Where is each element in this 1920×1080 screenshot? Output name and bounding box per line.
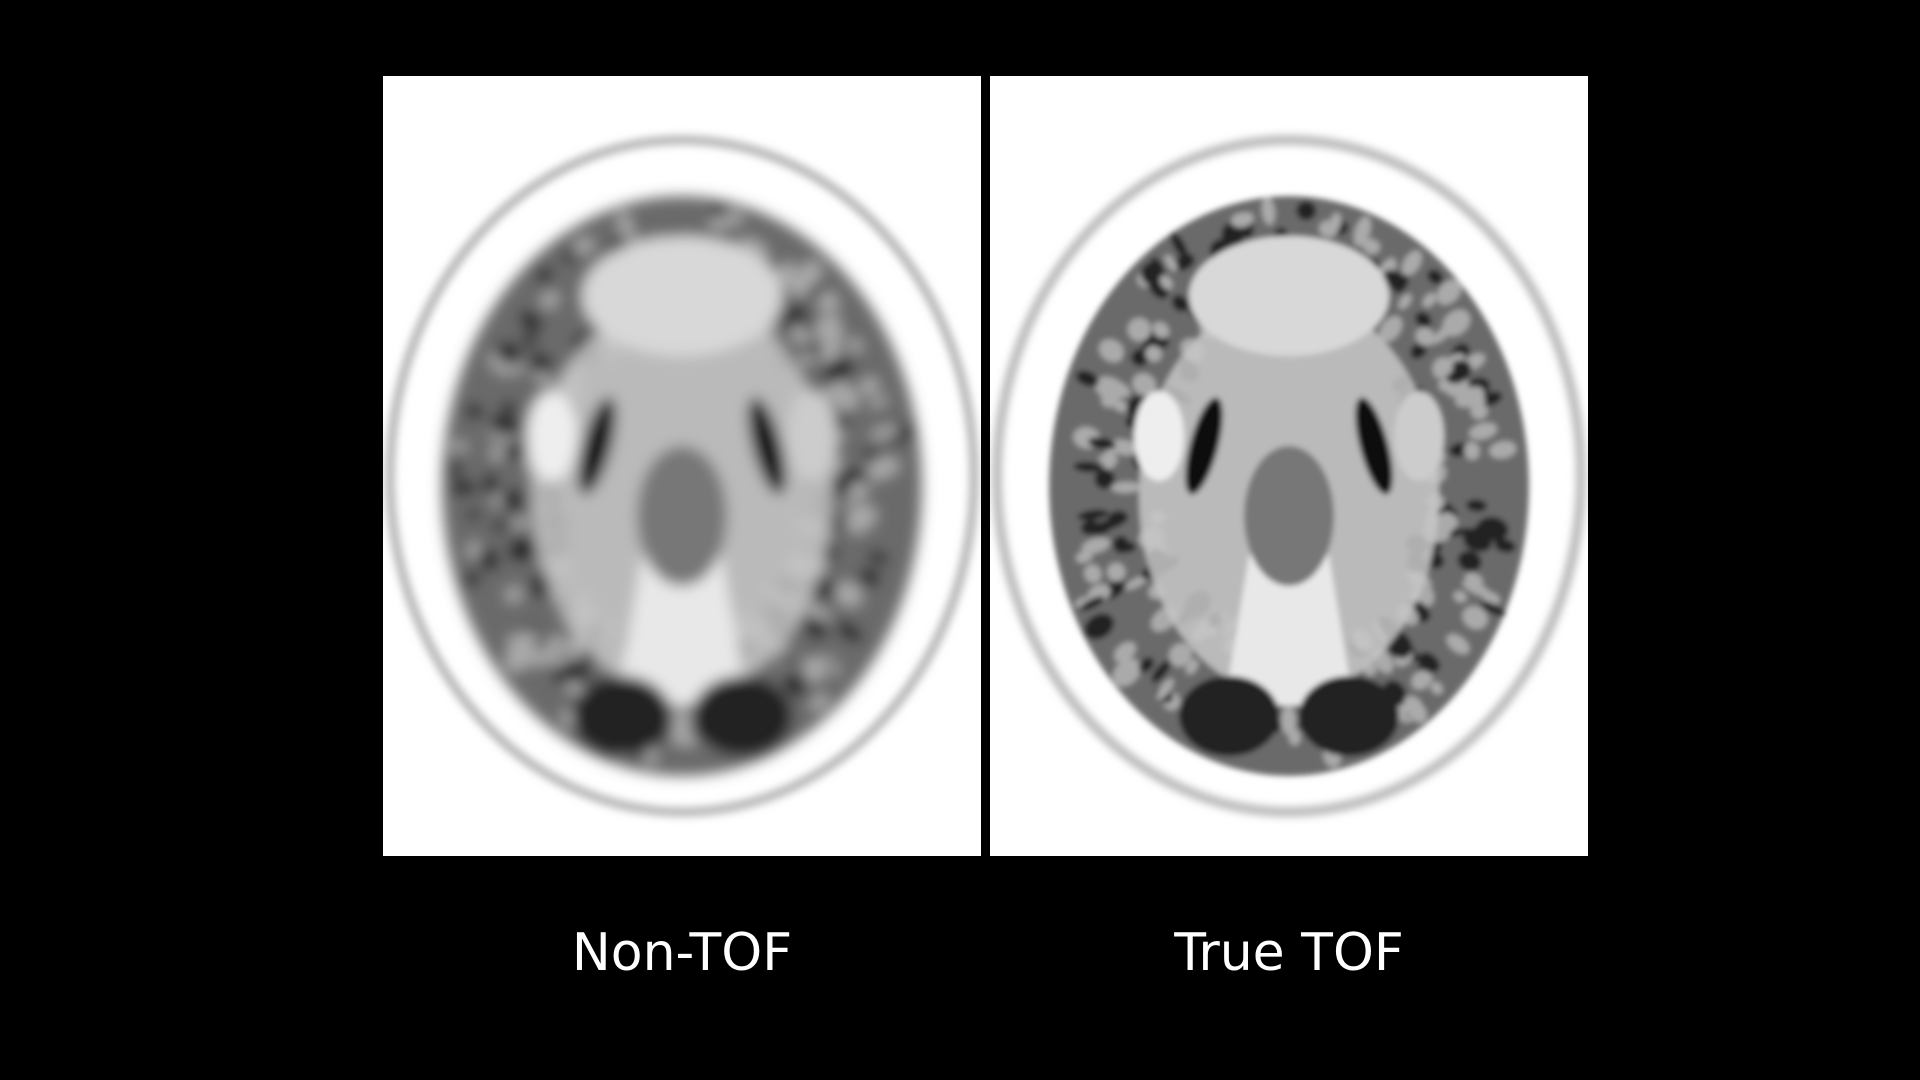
brain-scan-true-tof	[992, 135, 1586, 817]
non-tof-brain-image	[383, 76, 981, 856]
brain-tissue	[442, 196, 922, 776]
non-tof-label: Non-TOF	[571, 923, 793, 983]
brain-tissue	[1049, 196, 1529, 776]
skull-outline	[385, 135, 979, 817]
true-tof-brain-image	[990, 76, 1588, 856]
true-tof-label: True TOF	[1174, 923, 1404, 983]
skull-outline	[992, 135, 1586, 817]
brain-scan-non-tof	[385, 135, 979, 817]
